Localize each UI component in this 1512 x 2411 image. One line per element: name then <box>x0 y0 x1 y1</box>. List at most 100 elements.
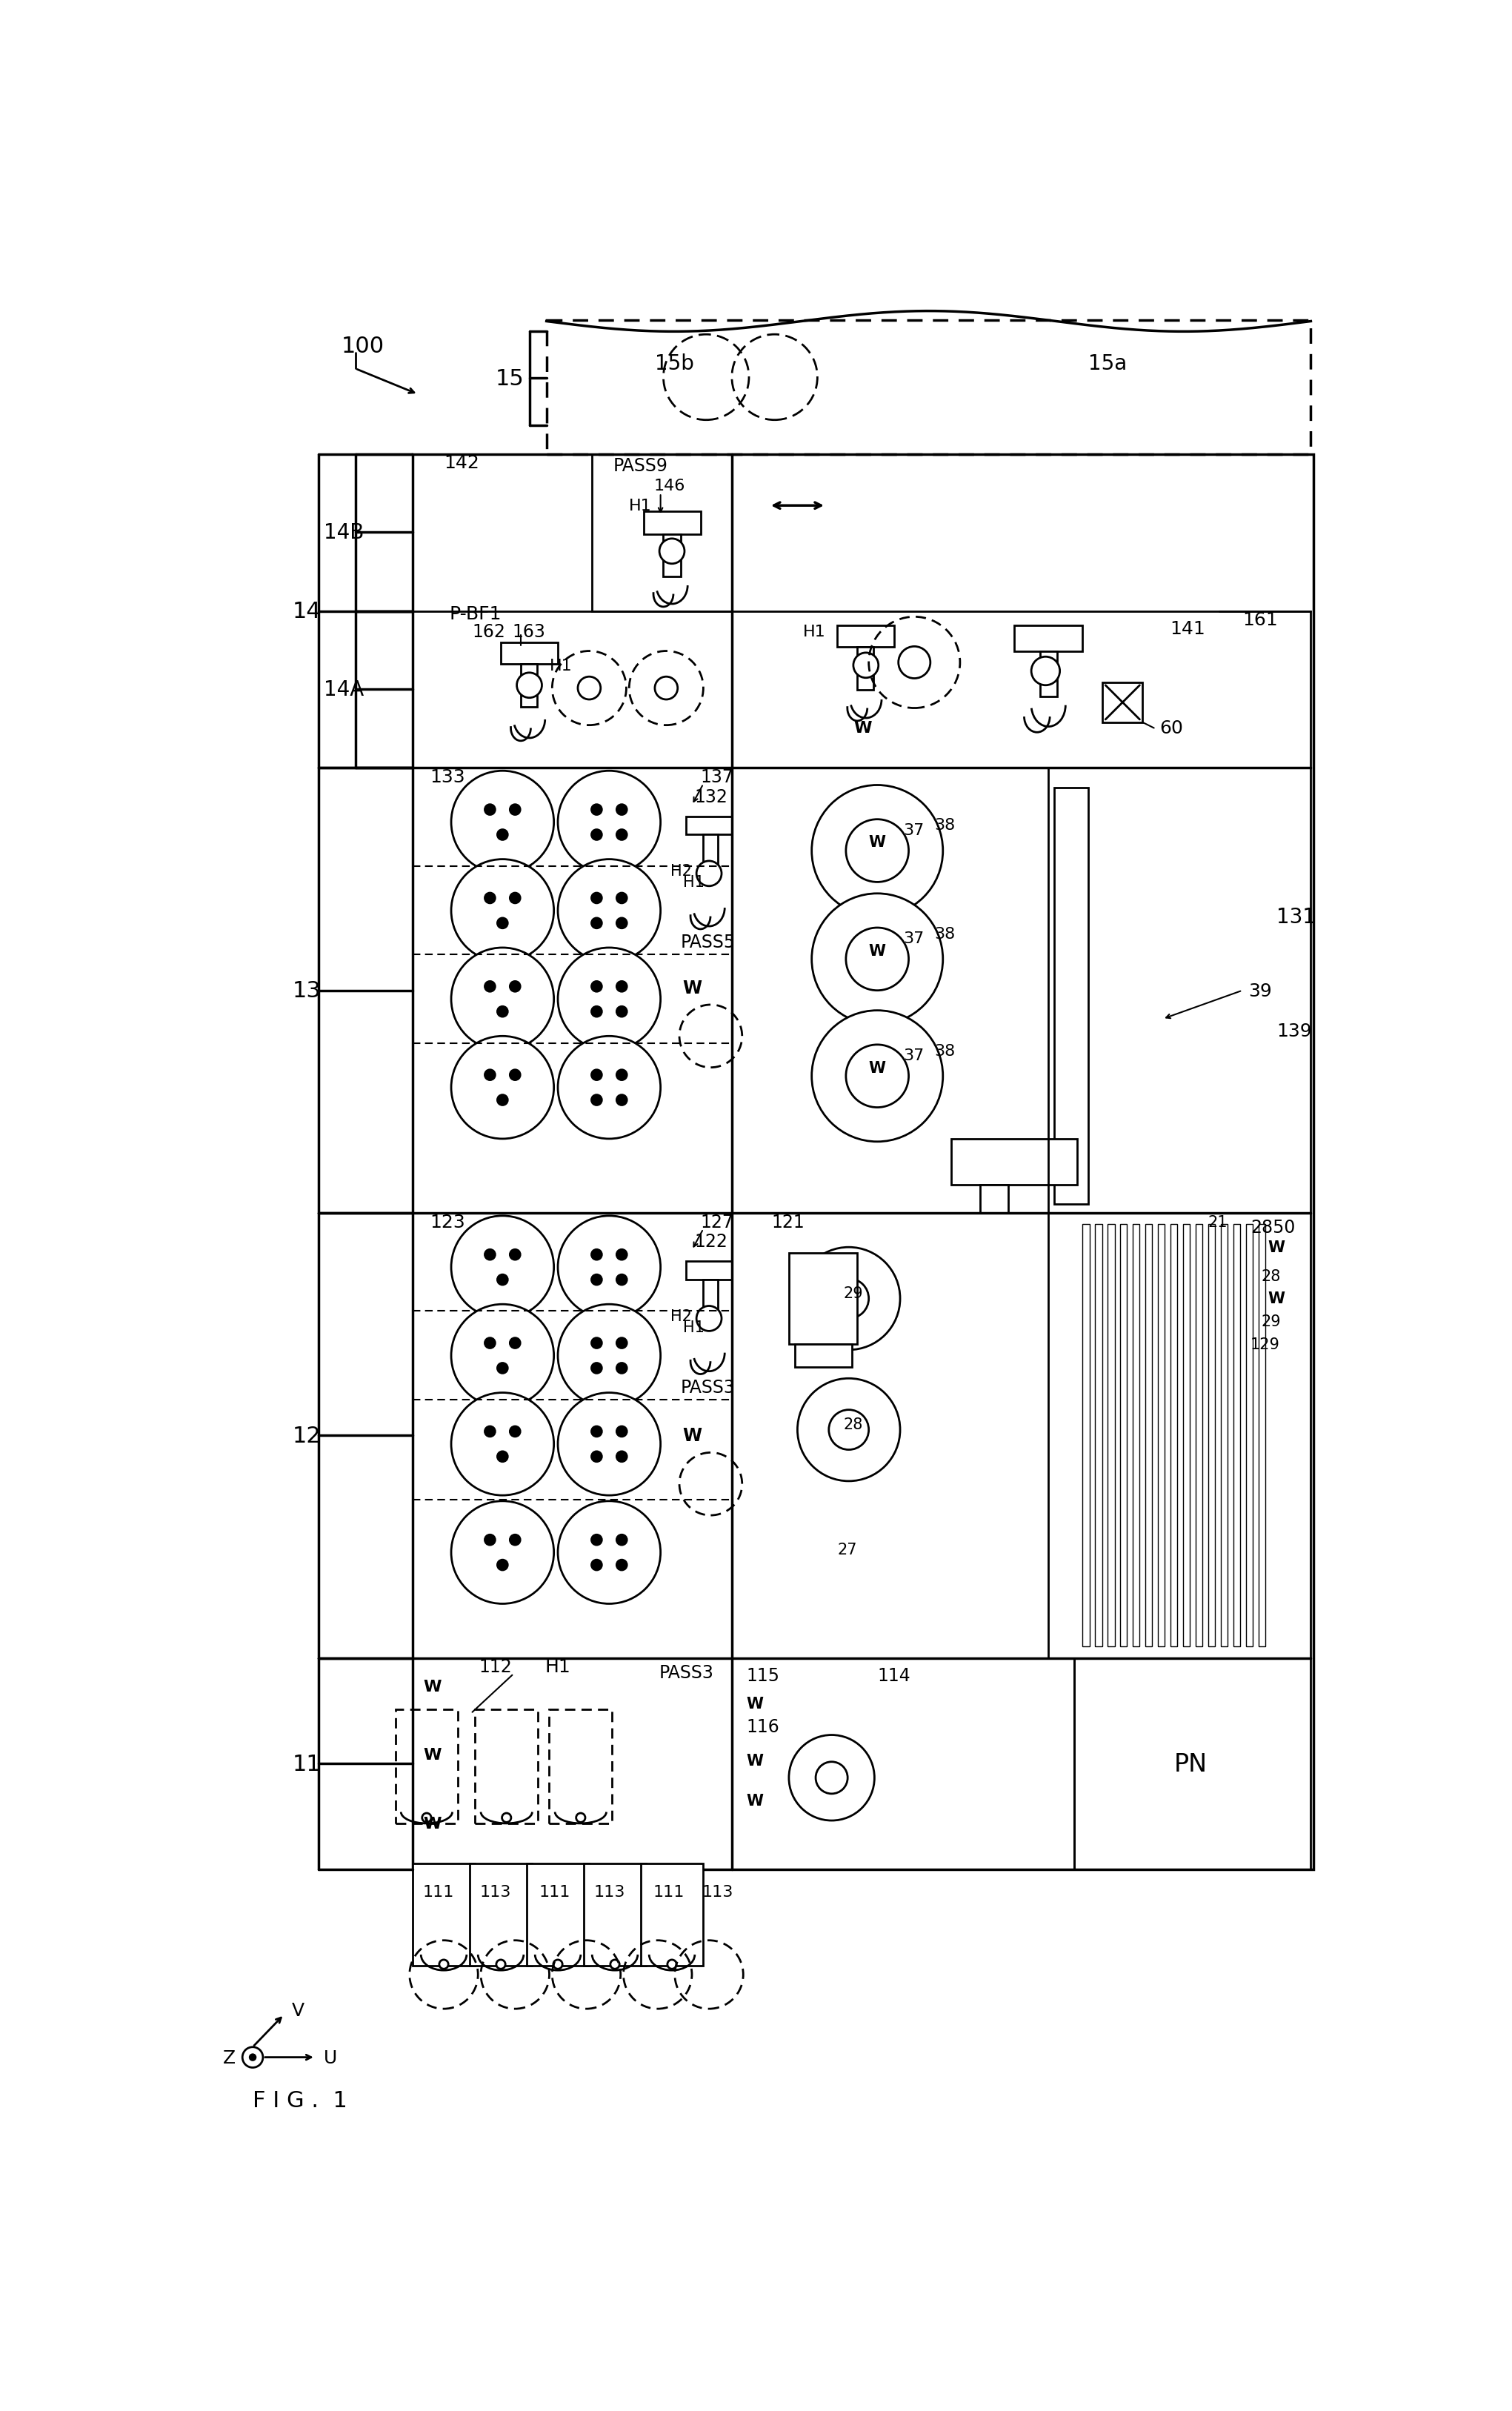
Text: 112: 112 <box>478 1659 511 1676</box>
Text: 38: 38 <box>934 926 956 940</box>
Circle shape <box>497 1362 508 1374</box>
Bar <box>549 1709 612 1823</box>
Text: W: W <box>745 1753 764 1767</box>
Circle shape <box>617 1070 627 1080</box>
Circle shape <box>591 1095 602 1107</box>
Circle shape <box>617 1560 627 1570</box>
Circle shape <box>617 1249 627 1261</box>
Circle shape <box>617 981 627 991</box>
Bar <box>475 1709 538 1823</box>
Bar <box>857 649 874 690</box>
Circle shape <box>591 1070 602 1080</box>
Circle shape <box>485 1427 494 1437</box>
Bar <box>732 1213 1311 1659</box>
Circle shape <box>497 1095 508 1107</box>
Circle shape <box>558 948 661 1051</box>
Text: W: W <box>682 979 702 996</box>
Text: V: V <box>292 2001 304 2020</box>
Bar <box>413 456 1314 1869</box>
Circle shape <box>497 1008 508 1017</box>
Circle shape <box>617 1095 627 1107</box>
Bar <box>1258 1225 1266 1647</box>
Text: 113: 113 <box>594 1885 624 1900</box>
Text: 131: 131 <box>1276 907 1315 928</box>
Circle shape <box>438 1960 449 1970</box>
Circle shape <box>510 1070 520 1080</box>
Bar <box>686 817 732 834</box>
Circle shape <box>517 673 541 699</box>
Bar <box>1132 1225 1140 1647</box>
Circle shape <box>655 677 677 699</box>
Text: H1: H1 <box>683 875 705 890</box>
Bar <box>789 1254 857 1345</box>
Circle shape <box>497 829 508 841</box>
Text: 13: 13 <box>292 981 321 1001</box>
Circle shape <box>591 1427 602 1437</box>
Bar <box>686 1261 732 1280</box>
Circle shape <box>797 1379 900 1480</box>
Circle shape <box>659 540 685 564</box>
Circle shape <box>497 1275 508 1285</box>
Text: 11: 11 <box>292 1753 321 1774</box>
Circle shape <box>510 981 520 991</box>
Circle shape <box>578 677 600 699</box>
Circle shape <box>617 1275 627 1285</box>
Text: U: U <box>324 2049 337 2066</box>
Text: 115: 115 <box>745 1666 779 1685</box>
Bar <box>395 1709 458 1823</box>
Circle shape <box>617 1451 627 1461</box>
Bar <box>469 1864 532 1965</box>
Text: 132: 132 <box>694 788 727 805</box>
Bar <box>1220 1225 1228 1647</box>
Circle shape <box>591 919 602 928</box>
Circle shape <box>576 1813 585 1823</box>
Circle shape <box>591 1275 602 1285</box>
Bar <box>584 1864 646 1965</box>
Text: 2850: 2850 <box>1250 1218 1296 1237</box>
Circle shape <box>451 1037 553 1138</box>
Bar <box>732 1659 1074 1869</box>
Text: 111: 111 <box>653 1885 685 1900</box>
Text: 123: 123 <box>429 1213 464 1230</box>
Text: PASS3: PASS3 <box>680 1379 735 1396</box>
Bar <box>526 1864 590 1965</box>
Text: 39: 39 <box>1247 981 1272 1001</box>
Circle shape <box>558 861 661 962</box>
Circle shape <box>485 981 494 991</box>
Bar <box>1196 1225 1202 1647</box>
Bar <box>1158 1225 1164 1647</box>
Text: W: W <box>1269 1292 1285 1307</box>
Circle shape <box>422 1813 431 1823</box>
Bar <box>546 321 1311 456</box>
Text: W: W <box>423 1678 442 1695</box>
Text: H2: H2 <box>671 863 692 878</box>
Text: 14B: 14B <box>324 523 364 542</box>
Bar <box>413 456 732 612</box>
Circle shape <box>591 1338 602 1348</box>
Bar <box>1074 1659 1311 1869</box>
Circle shape <box>617 1362 627 1374</box>
Circle shape <box>591 805 602 815</box>
Circle shape <box>502 1813 511 1823</box>
Bar <box>980 1184 1009 1213</box>
Text: 37: 37 <box>903 1049 924 1063</box>
Text: W: W <box>423 1748 442 1762</box>
Circle shape <box>591 829 602 841</box>
Circle shape <box>558 1502 661 1603</box>
Bar <box>500 644 558 665</box>
Text: 29: 29 <box>1261 1314 1281 1328</box>
Circle shape <box>485 1536 494 1545</box>
Circle shape <box>697 861 721 887</box>
Circle shape <box>845 1044 909 1107</box>
Text: W: W <box>1269 1239 1285 1254</box>
Text: 37: 37 <box>903 822 924 837</box>
Bar <box>703 834 718 873</box>
Circle shape <box>451 1502 553 1603</box>
Circle shape <box>667 1960 676 1970</box>
Circle shape <box>812 1010 943 1143</box>
Circle shape <box>797 1246 900 1350</box>
Circle shape <box>510 1427 520 1437</box>
Circle shape <box>617 1008 627 1017</box>
Circle shape <box>617 805 627 815</box>
Text: 113: 113 <box>702 1885 733 1900</box>
